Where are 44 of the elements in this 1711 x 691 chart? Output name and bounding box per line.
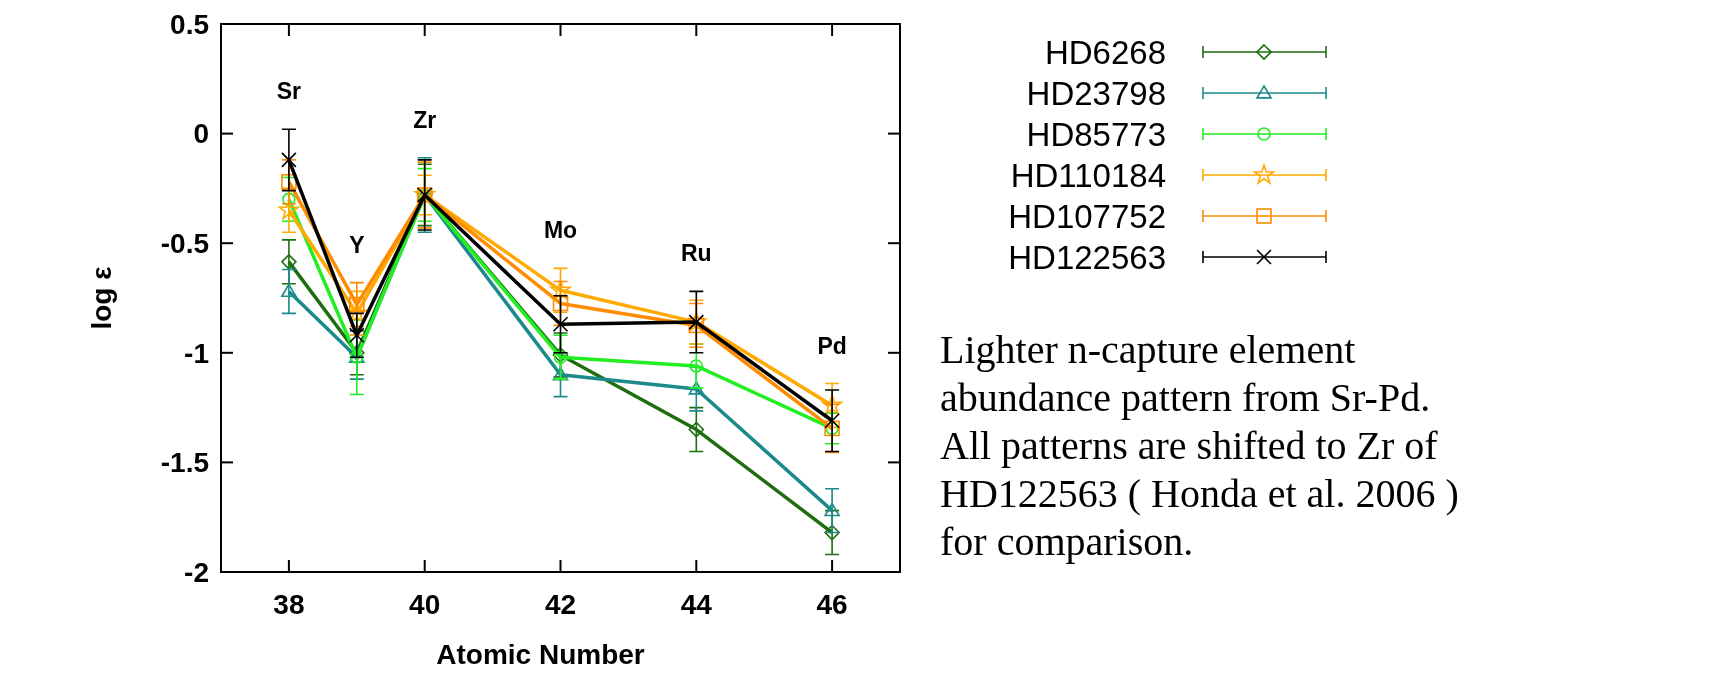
y-tick-label: -1.5 [160, 447, 209, 479]
x-tick-label: 42 [544, 589, 577, 620]
point [349, 296, 365, 313]
point [281, 283, 297, 298]
legend-label: HD85773 [1026, 115, 1166, 153]
point [552, 366, 569, 381]
annotation: Pd [817, 332, 847, 359]
y-tick-label: -0.5 [160, 228, 209, 259]
point [550, 279, 571, 300]
legend-label: HD110184 [1010, 156, 1166, 194]
legend-label: HD6268 [1044, 33, 1166, 71]
y-tick-label: 0.5 [170, 8, 209, 40]
point [281, 174, 297, 190]
y-tick-label: -2 [184, 556, 209, 588]
annotation: Sr [276, 78, 302, 105]
point [824, 412, 840, 429]
y-tick-label: 0 [193, 118, 209, 150]
annotation: Zr [413, 106, 437, 133]
y-tick-label: -1 [184, 337, 209, 369]
point [821, 394, 843, 415]
x-tick-label: 40 [409, 589, 441, 620]
annotation: Ru [680, 240, 712, 267]
point [688, 421, 705, 438]
x-axis-title: Atomic Number [436, 639, 645, 670]
text: Lighter n-capture element abundance pattern from Sr-Pd. All patterns are shifted to Zr of HD122563 ( Honda et al. 2006 ) for comparison. [940, 327, 1459, 564]
point [281, 152, 297, 168]
legend-label: HD23798 [1026, 74, 1166, 112]
point [278, 199, 300, 220]
legend-label: HD107752 [1008, 197, 1166, 235]
x-tick-label: 44 [680, 589, 713, 620]
annotation: Mo [543, 217, 578, 244]
point [281, 254, 297, 270]
point [282, 192, 296, 207]
y-axis-title: log ε [86, 266, 117, 330]
point [349, 327, 365, 344]
x-tick-label: 46 [816, 589, 848, 620]
legend-label: HD122563 [1008, 238, 1166, 276]
point [689, 359, 704, 373]
annotation: Y [349, 231, 365, 258]
point [688, 381, 705, 395]
x-tick-label: 38 [273, 589, 305, 620]
point [824, 524, 840, 541]
point [552, 316, 569, 333]
point [824, 502, 840, 517]
